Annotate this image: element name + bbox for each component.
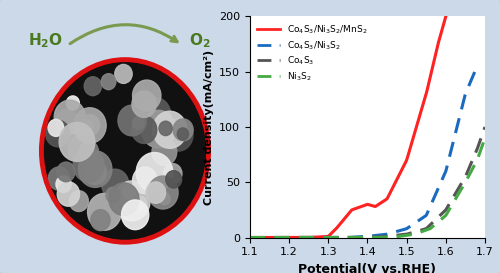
Co$_4$S$_3$/Ni$_3$S$_2$ [337,236,343,239]
Circle shape [141,110,176,148]
Circle shape [78,151,112,187]
Circle shape [152,111,186,148]
Co$_4$S$_3$ [340,236,346,239]
Circle shape [48,119,64,136]
Co$_4$S$_3$/Ni$_3$S$_2$/MnS$_2$ [324,235,330,238]
Circle shape [166,171,182,188]
Circle shape [80,141,98,162]
Circle shape [173,119,193,141]
Text: $\mathbf{O_2}$: $\mathbf{O_2}$ [189,31,210,50]
Ni$_3$S$_2$ [276,236,281,239]
Circle shape [132,197,147,214]
Circle shape [146,182,166,203]
Co$_4$S$_3$/Ni$_3$S$_2$/MnS$_2$ [311,236,317,239]
Circle shape [66,96,80,110]
Circle shape [114,181,150,221]
X-axis label: Potential(V vs.RHE): Potential(V vs.RHE) [298,263,436,273]
Circle shape [59,122,95,161]
Circle shape [84,77,102,96]
Circle shape [148,176,178,209]
Circle shape [164,119,193,151]
Co$_4$S$_3$ [482,125,488,129]
Circle shape [132,80,161,111]
Co$_4$S$_3$/Ni$_3$S$_2$ [321,236,327,239]
Circle shape [46,120,70,147]
Circle shape [115,64,132,84]
Co$_4$S$_3$/Ni$_3$S$_2$ [474,64,480,68]
Circle shape [132,91,156,117]
Circle shape [132,117,144,129]
Y-axis label: Current density(mA/cm²): Current density(mA/cm²) [204,49,214,204]
Circle shape [122,185,136,199]
Line: Co$_4$S$_3$/Ni$_3$S$_2$/MnS$_2$: Co$_4$S$_3$/Ni$_3$S$_2$/MnS$_2$ [250,16,446,238]
Circle shape [56,176,71,192]
Circle shape [73,148,104,182]
Co$_4$S$_3$/Ni$_3$S$_2$/MnS$_2$ [388,189,394,192]
Circle shape [134,196,147,210]
Circle shape [109,183,139,216]
Co$_4$S$_3$/Ni$_3$S$_2$/MnS$_2$ [247,236,253,239]
Co$_4$S$_3$ [418,229,424,232]
Circle shape [152,138,176,165]
Circle shape [91,210,110,231]
Circle shape [70,191,88,212]
Circle shape [42,60,208,242]
Ni$_3$S$_2$ [247,236,253,239]
Circle shape [159,192,170,205]
Circle shape [132,116,157,144]
Ni$_3$S$_2$ [395,235,401,238]
Co$_4$S$_3$ [247,236,253,239]
Circle shape [140,97,170,132]
Circle shape [78,119,93,136]
Text: $\mathbf{H_2O}$: $\mathbf{H_2O}$ [28,31,64,50]
Ni$_3$S$_2$ [324,236,330,239]
Circle shape [80,115,100,136]
Co$_4$S$_3$/Ni$_3$S$_2$ [247,236,253,239]
Ni$_3$S$_2$ [482,136,488,140]
Co$_4$S$_3$/Ni$_3$S$_2$/MnS$_2$ [390,187,396,190]
Circle shape [57,162,75,182]
Circle shape [57,182,80,206]
Circle shape [136,153,173,192]
Ni$_3$S$_2$ [418,230,424,234]
Line: Co$_4$S$_3$: Co$_4$S$_3$ [250,127,485,238]
Legend: Co$_4$S$_3$/Ni$_3$S$_2$/MnS$_2$, Co$_4$S$_3$/Ni$_3$S$_2$, Co$_4$S$_3$, Ni$_3$S$_: Co$_4$S$_3$/Ni$_3$S$_2$/MnS$_2$, Co$_4$S… [254,21,370,86]
Circle shape [159,121,172,136]
Co$_4$S$_3$ [395,234,401,237]
Circle shape [54,100,86,134]
Ni$_3$S$_2$ [416,231,422,234]
Circle shape [122,200,149,230]
Co$_4$S$_3$/Ni$_3$S$_2$/MnS$_2$ [443,15,449,18]
Circle shape [106,187,120,203]
Co$_4$S$_3$/Ni$_3$S$_2$/MnS$_2$ [270,236,276,239]
Circle shape [48,167,70,190]
Circle shape [102,169,128,199]
Circle shape [74,108,106,143]
Co$_4$S$_3$/Ni$_3$S$_2$/MnS$_2$ [370,204,376,207]
Circle shape [177,128,188,140]
Circle shape [101,74,116,90]
Co$_4$S$_3$/Ni$_3$S$_2$ [412,221,418,225]
Ni$_3$S$_2$ [340,236,346,239]
Co$_4$S$_3$/Ni$_3$S$_2$ [390,231,396,234]
Circle shape [68,134,94,163]
Circle shape [88,193,122,230]
Co$_4$S$_3$ [324,236,330,239]
Line: Co$_4$S$_3$/Ni$_3$S$_2$: Co$_4$S$_3$/Ni$_3$S$_2$ [250,66,477,238]
Circle shape [118,105,146,136]
Co$_4$S$_3$/Ni$_3$S$_2$ [274,236,280,239]
Line: Ni$_3$S$_2$: Ni$_3$S$_2$ [250,138,485,238]
Co$_4$S$_3$/Ni$_3$S$_2$ [411,222,417,225]
Co$_4$S$_3$ [416,229,422,232]
Co$_4$S$_3$ [276,236,281,239]
Circle shape [164,164,182,184]
Circle shape [132,167,157,194]
Circle shape [84,159,106,185]
Circle shape [56,109,78,134]
